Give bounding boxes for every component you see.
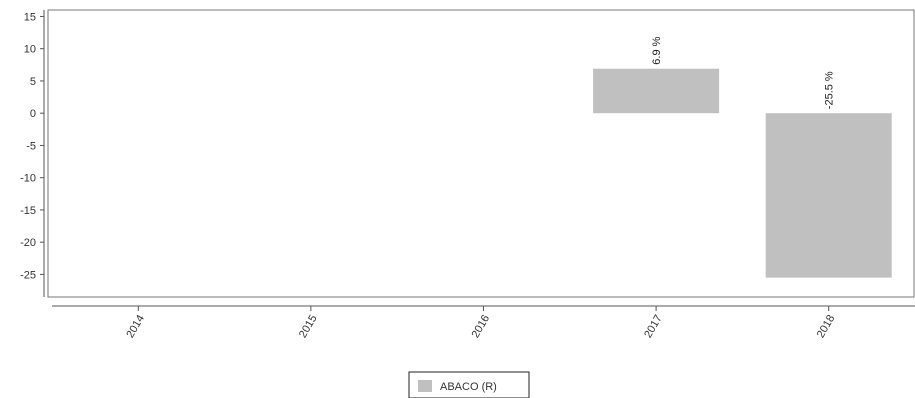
x-tick-label: 2016 [470,313,493,340]
x-tick-label: 2017 [642,313,665,340]
bar-2017 [593,68,720,114]
y-tick-label: -20 [20,237,36,249]
y-tick-label: -10 [20,173,36,185]
x-axis-ticks: 2014 2015 2016 2017 2018 [124,306,837,340]
x-tick-label: 2018 [815,313,838,340]
bar-2018 [765,113,892,278]
legend-label: ABACO (R) [440,381,497,393]
legend: ABACO (R) [408,371,530,398]
data-label-2017: 6.9 % [651,36,663,64]
x-tick-label: 2015 [297,313,320,340]
y-tick-label: 5 [30,76,36,88]
y-axis-ticks: 15 10 5 0 -5 -10 -15 -20 -25 [20,11,44,281]
y-tick-label: -15 [20,205,36,217]
y-tick-label: 15 [24,11,36,23]
legend-swatch [418,380,432,392]
data-labels: 6.9 % -25.5 % [651,36,836,109]
plot-area-frame [47,9,915,298]
bar-series [593,68,892,278]
y-tick-label: -25 [20,269,36,281]
y-tick-label: -5 [26,140,36,152]
y-tick-label: 10 [24,44,36,56]
x-tick-label: 2014 [124,313,147,340]
data-label-2018: -25.5 % [824,71,836,109]
y-tick-label: 0 [30,108,36,120]
